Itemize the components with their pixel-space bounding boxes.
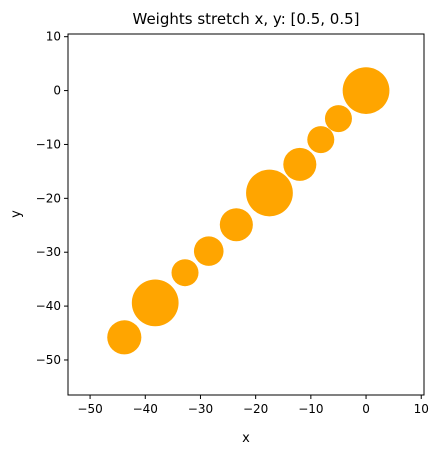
scatter-point-6 — [219, 208, 253, 242]
y-tick-label: −40 — [36, 299, 61, 313]
x-tick-label: −10 — [298, 402, 323, 416]
x-tick-label: −40 — [133, 402, 158, 416]
scatter-point-1 — [342, 67, 390, 114]
scatter-point-5 — [246, 169, 293, 217]
plot-frame — [67, 33, 425, 396]
x-axis-label: x — [242, 431, 250, 446]
y-tick-label: −30 — [36, 245, 61, 259]
y-tick-label: 10 — [46, 30, 61, 44]
y-axis-label: y — [9, 210, 24, 218]
x-tick-label: −50 — [77, 402, 102, 416]
x-tick-label: 0 — [362, 402, 370, 416]
x-tick-label: 10 — [414, 402, 429, 416]
y-tick-label: 0 — [53, 84, 61, 98]
scatter-point-10 — [107, 320, 142, 355]
y-tick-label: −50 — [36, 353, 61, 367]
points-layer — [107, 67, 390, 355]
y-tick-label: −20 — [36, 191, 61, 205]
x-axis-ticks: −50 −40 −30 −20 −10 0 10 — [77, 395, 429, 416]
scatter-point-3 — [307, 126, 335, 154]
scatter-point-4 — [283, 147, 317, 181]
scatter-point-8 — [171, 259, 199, 287]
x-tick-label: −30 — [188, 402, 213, 416]
y-tick-label: −10 — [36, 137, 61, 151]
scatter-point-7 — [193, 236, 224, 266]
y-axis-ticks: −50 −40 −30 −20 −10 0 10 — [36, 30, 68, 367]
scatter-point-2 — [324, 105, 352, 133]
scatter-point-9 — [131, 279, 179, 327]
x-tick-label: −20 — [243, 402, 268, 416]
chart-title: Weights stretch x, y: [0.5, 0.5] — [133, 10, 360, 28]
